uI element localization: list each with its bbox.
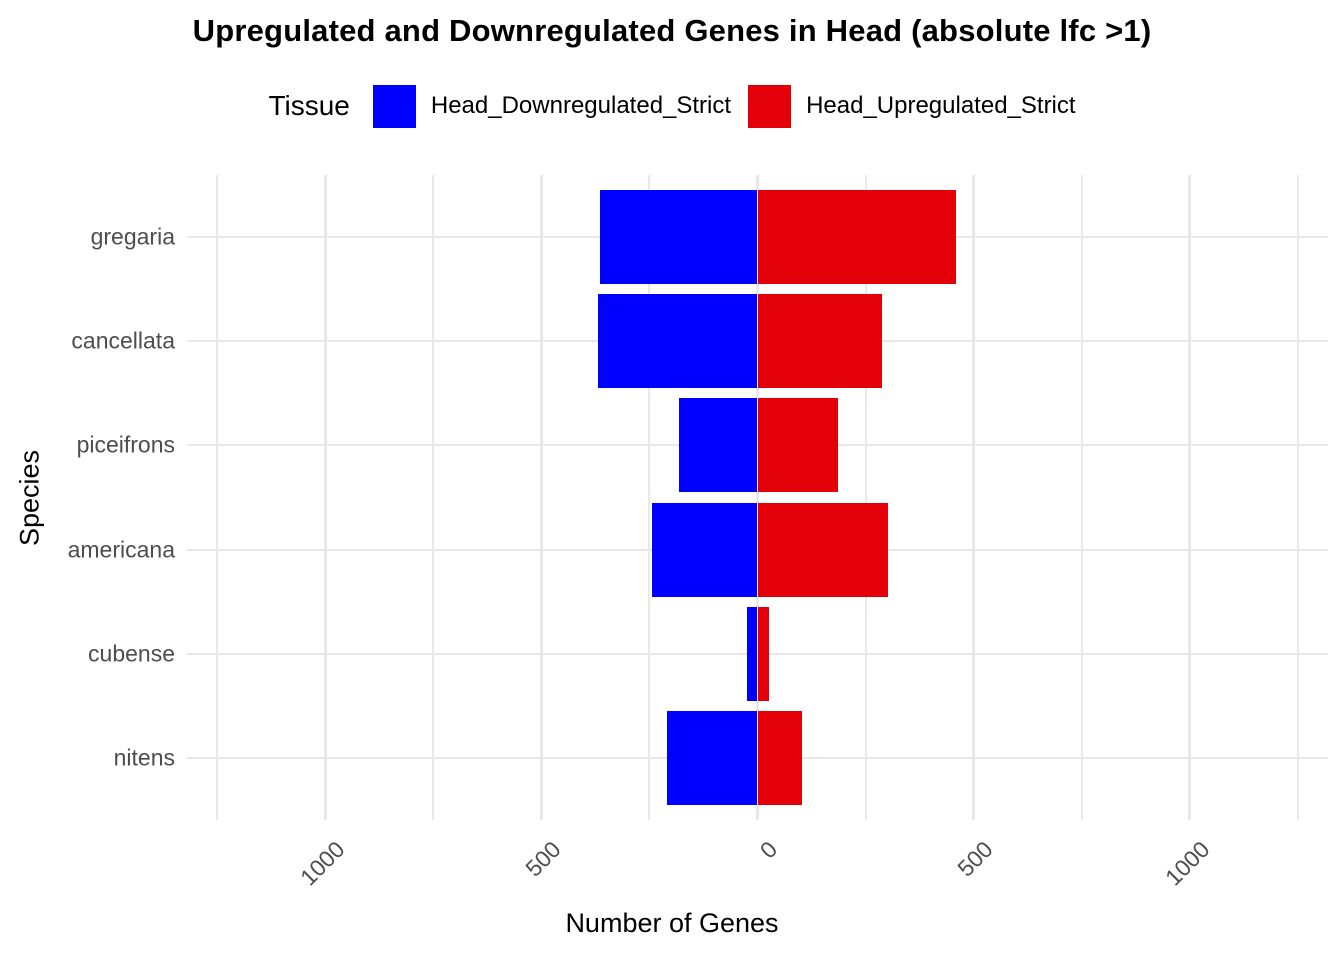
bar-nitens-up	[757, 710, 803, 805]
bar-cubense-down	[746, 606, 758, 701]
y-tick-label-piceifrons: piceifrons	[76, 431, 175, 458]
x-gridline-major	[1188, 175, 1191, 820]
y-tick-label-nitens: nitens	[113, 744, 175, 771]
x-axis-title: Number of Genes	[565, 908, 779, 938]
y-tick-label-cancellata: cancellata	[71, 327, 175, 354]
x-tick-label: 0	[754, 836, 782, 864]
bar-piceifrons-down	[679, 398, 758, 493]
legend-item-upregulated: Head_Upregulated_Strict	[748, 84, 1076, 128]
bar-nitens-down	[666, 710, 758, 805]
bar-cancellata-up	[757, 294, 882, 389]
x-gridline-minor	[432, 175, 435, 820]
y-axis-title: Species	[14, 449, 45, 546]
x-gridline-minor	[1296, 175, 1299, 820]
y-tick-label-americana: americana	[67, 536, 175, 563]
bar-cancellata-down	[598, 294, 758, 389]
bar-americana-down	[651, 502, 758, 597]
legend-swatch-blue-icon	[372, 84, 416, 128]
legend: Tissue Head_Downregulated_Strict Head_Up…	[0, 82, 1344, 130]
bar-americana-up	[757, 502, 888, 597]
bar-gregaria-down	[600, 190, 758, 285]
legend-label-downregulated: Head_Downregulated_Strict	[430, 92, 732, 119]
legend-label-upregulated: Head_Upregulated_Strict	[806, 92, 1076, 119]
x-tick-label: 1000	[1159, 836, 1215, 891]
legend-title: Tissue	[268, 90, 350, 121]
x-gridline-major	[324, 175, 327, 820]
bar-gregaria-up	[757, 190, 957, 285]
bar-cubense-up	[757, 606, 770, 701]
y-tick-label-cubense: cubense	[88, 640, 175, 667]
legend-swatch-red-icon	[748, 84, 792, 128]
x-gridline-minor	[648, 175, 651, 820]
x-gridline-minor	[1080, 175, 1083, 820]
y-tick-label-gregaria: gregaria	[90, 223, 175, 250]
bar-piceifrons-up	[757, 398, 839, 493]
x-gridline-minor	[864, 175, 867, 820]
legend-item-downregulated: Head_Downregulated_Strict	[372, 84, 732, 128]
x-tick-label: 1000	[295, 836, 350, 891]
x-gridline-major	[756, 175, 759, 820]
x-tick-label: 500	[952, 836, 998, 882]
x-gridline-minor	[216, 175, 219, 820]
x-gridline-major	[972, 175, 975, 820]
x-tick-label: 500	[520, 836, 566, 882]
x-gridline-major	[540, 175, 543, 820]
chart-title: Upregulated and Downregulated Genes in H…	[192, 13, 1152, 48]
plot-panel	[187, 175, 1328, 820]
